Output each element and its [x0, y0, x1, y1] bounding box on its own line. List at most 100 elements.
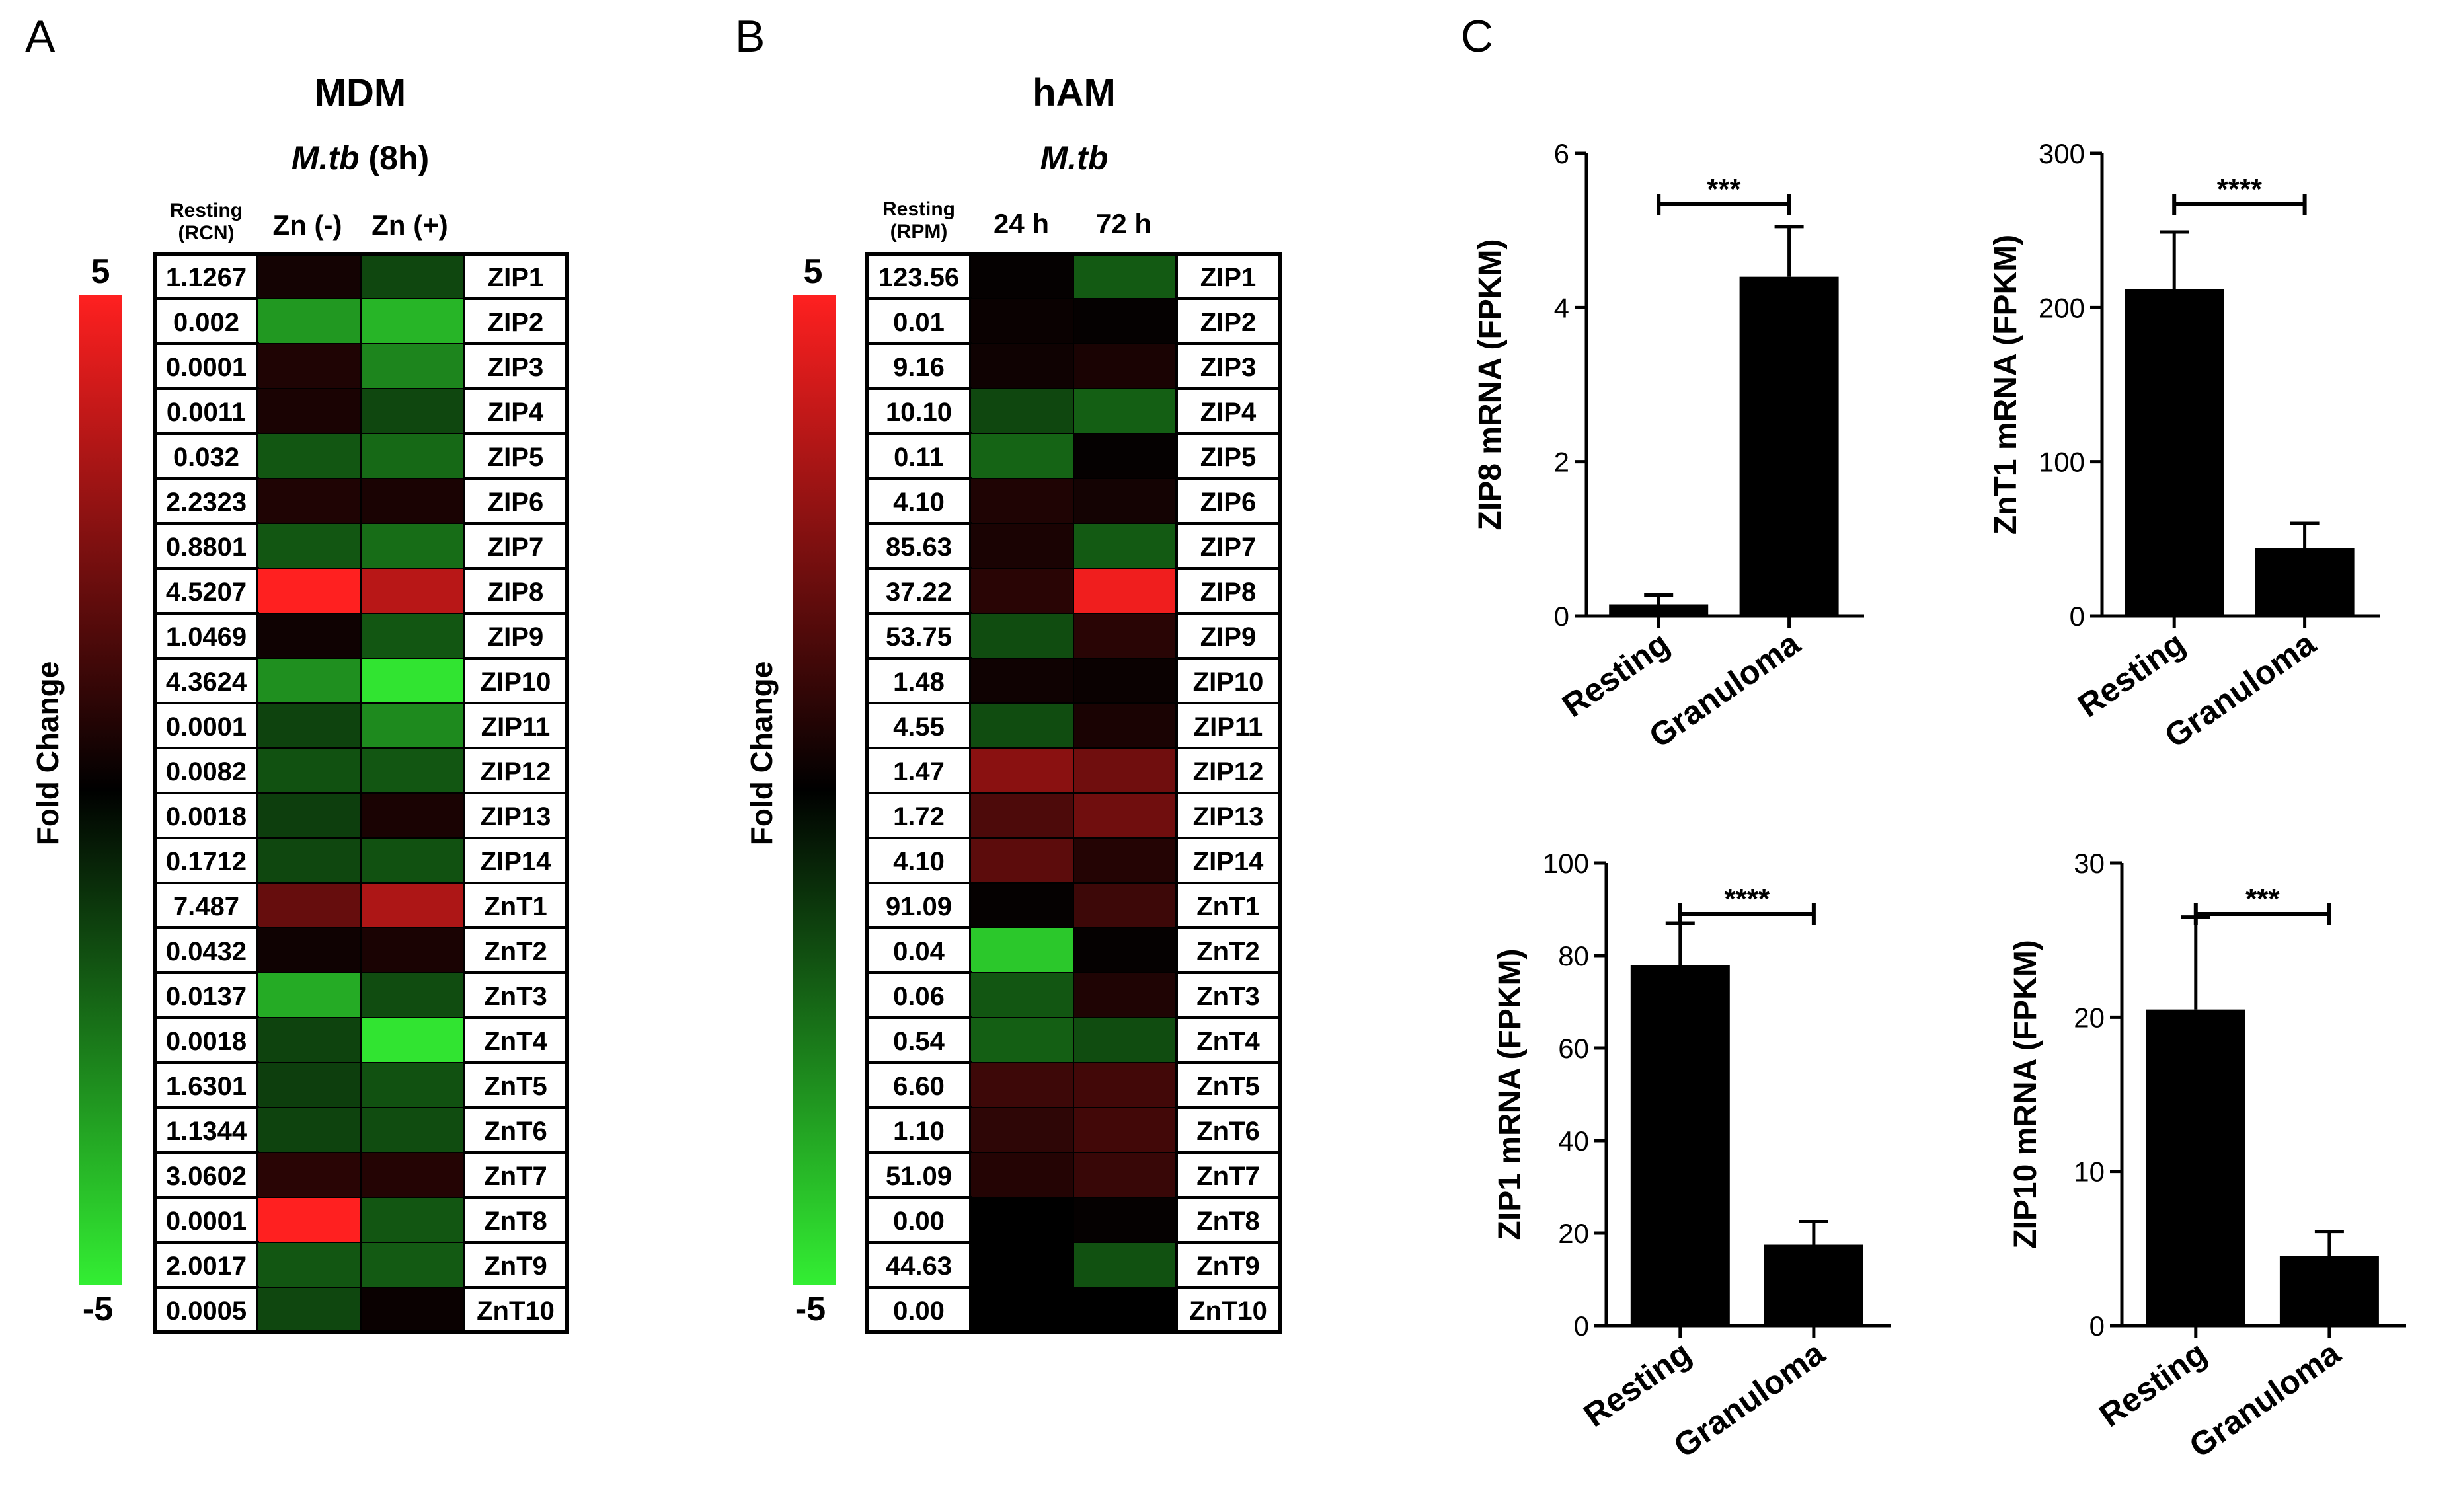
mdm-title: MDM — [315, 71, 407, 114]
mdm-gene-label-znt5: ZnT5 — [484, 1072, 547, 1101]
mdm-cell-znt4-2 — [360, 1017, 465, 1063]
ham-title: hAM — [1033, 71, 1116, 114]
mdm-resting-value-znt4: 0.0018 — [166, 1027, 247, 1056]
mdm-cell-zip2-2 — [360, 298, 465, 344]
ham-resting-cell-zip9 — [866, 612, 972, 660]
mdm-gene-label-znt7: ZnT7 — [484, 1162, 547, 1191]
ham-gene-cell-znt3 — [1175, 971, 1281, 1019]
ham-cell-zip13-2 — [1073, 792, 1177, 839]
mdm-subtitle-italic: M.tb — [292, 139, 360, 176]
mdm-cell-zip7-1 — [257, 523, 362, 569]
ham-cell-znt5-2 — [1073, 1062, 1177, 1108]
mdm-cell-zip9-2 — [360, 613, 465, 659]
mdm-gene-label-zip1: ZIP1 — [488, 263, 543, 292]
mdm-gene-label-zip4: ZIP4 — [488, 398, 544, 427]
zip1-xtick-label-resting: Resting — [1577, 1334, 1697, 1434]
zip10-y-axis-label: ZIP10 mRNA (FPKM) — [2008, 940, 2043, 1249]
mdm-resting-value-zip13: 0.0018 — [166, 802, 247, 831]
ham-cell-zip10-1 — [970, 658, 1074, 704]
mdm-resting-value-zip10: 4.3624 — [166, 667, 247, 697]
zip8-bar-granuloma — [1739, 276, 1839, 617]
ham-gene-label-znt7: ZnT7 — [1196, 1162, 1260, 1191]
ham-gene-label-znt6: ZnT6 — [1196, 1117, 1260, 1146]
mdm-resting-value-zip9: 1.0469 — [166, 623, 247, 652]
ham-cell-zip11-2 — [1073, 702, 1177, 749]
ham-cell-zip4-1 — [970, 388, 1074, 434]
mdm-gene-cell-zip3 — [463, 342, 568, 390]
zip8-ytick-label-2: 2 — [1554, 447, 1569, 478]
ham-col-header-1: 24 h — [994, 208, 1049, 239]
ham-cell-zip8-1 — [970, 568, 1074, 614]
ham-gene-label-znt9: ZnT9 — [1196, 1252, 1260, 1281]
mdm-subtitle: M.tb (8h) — [292, 139, 429, 176]
mdm-cell-znt10-1 — [257, 1287, 362, 1333]
mdm-cell-zip6-1 — [257, 478, 362, 524]
mdm-cell-znt6-2 — [360, 1107, 465, 1153]
ham-resting-cell-zip13 — [866, 792, 972, 839]
zip1-xtick-label-granuloma: Granuloma — [1667, 1334, 1832, 1464]
ham-resting-header-2: (RPM) — [890, 221, 948, 243]
zip8-ytick-label-4: 4 — [1554, 292, 1569, 323]
mdm-cell-znt1-1 — [257, 882, 362, 928]
ham-cell-zip2-1 — [970, 298, 1074, 344]
zip10-ytick-label-10: 10 — [2074, 1156, 2105, 1188]
ham-cell-zip7-2 — [1073, 523, 1177, 569]
mdm-cell-znt2-2 — [360, 927, 465, 973]
ham-cell-znt7-1 — [970, 1152, 1074, 1198]
ham-cell-zip10-2 — [1073, 658, 1177, 704]
znt1-xtick-label-resting: Resting — [2071, 624, 2191, 724]
mdm-gene-label-znt10: ZnT10 — [477, 1297, 555, 1326]
mdm-resting-value-znt10: 0.0005 — [166, 1297, 247, 1326]
ham-gene-cell-zip13 — [1175, 792, 1281, 839]
ham-gene-label-zip12: ZIP12 — [1193, 757, 1264, 786]
mdm-cell-zip7-2 — [360, 523, 465, 569]
ham-cell-znt2-1 — [970, 927, 1074, 973]
mdm-cell-zip11-1 — [257, 702, 362, 749]
ham-cell-znt10-1 — [970, 1287, 1074, 1333]
mdm-cell-zip13-1 — [257, 792, 362, 839]
ham-gene-label-zip5: ZIP5 — [1200, 443, 1256, 472]
ham-cell-zip9-2 — [1073, 613, 1177, 659]
ham-cell-zip12-1 — [970, 747, 1074, 794]
znt1-ytick-label-300: 300 — [2039, 138, 2085, 169]
mdm-cell-zip13-2 — [360, 792, 465, 839]
znt1-ytick-label-200: 200 — [2039, 292, 2085, 323]
zip10-ytick-label-0: 0 — [2089, 1310, 2105, 1342]
zip10-ytick-label-20: 20 — [2074, 1002, 2105, 1033]
mdm-gene-label-zip6: ZIP6 — [488, 488, 543, 517]
mdm-cell-znt7-1 — [257, 1152, 362, 1198]
mdm-cell-znt9-2 — [360, 1242, 465, 1288]
ham-resting-value-zip1: 123.56 — [878, 263, 959, 292]
ham-gene-label-zip10: ZIP10 — [1193, 667, 1264, 697]
mdm-resting-value-zip12: 0.0082 — [166, 757, 247, 786]
mdm-cell-zip5-2 — [360, 433, 465, 479]
zip1-ytick-label-0: 0 — [1574, 1310, 1589, 1342]
mdm-resting-cell-znt9 — [153, 1241, 259, 1289]
mdm-cell-zip1-2 — [360, 253, 465, 299]
mdm-resting-value-znt1: 7.487 — [173, 892, 239, 921]
ham-gene-label-znt8: ZnT8 — [1196, 1207, 1260, 1236]
ham-cell-znt8-1 — [970, 1197, 1074, 1243]
mdm-gene-cell-zip7 — [463, 522, 568, 570]
ham-resting-value-znt9: 44.63 — [886, 1252, 952, 1281]
ham-cell-zip12-2 — [1073, 747, 1177, 794]
zip1-ytick-label-80: 80 — [1558, 940, 1589, 971]
zip8-significance-label: *** — [1707, 173, 1741, 206]
zip1-bar-granuloma — [1764, 1244, 1863, 1326]
ham-resting-value-zip9: 53.75 — [886, 623, 952, 652]
mdm-cell-zip14-2 — [360, 837, 465, 884]
ham-resting-value-zip14: 4.10 — [893, 847, 945, 876]
mdm-gene-label-zip8: ZIP8 — [488, 578, 543, 607]
mdm-gene-cell-zip8 — [463, 567, 568, 615]
ham-resting-value-zip4: 10.10 — [886, 398, 952, 427]
ham-col-header-2: 72 h — [1096, 208, 1151, 239]
mdm-cell-zip9-1 — [257, 613, 362, 659]
ham-gene-cell-znt10 — [1175, 1286, 1281, 1334]
ham-resting-value-zip2: 0.01 — [893, 308, 945, 337]
znt1-y-axis-label: ZnT1 mRNA (FPKM) — [1988, 235, 2023, 535]
mdm-resting-cell-znt2 — [153, 926, 259, 974]
ham-resting-cell-zip5 — [866, 432, 972, 480]
mdm-resting-value-zip4: 0.0011 — [167, 398, 246, 427]
ham-resting-value-zip6: 4.10 — [893, 488, 945, 517]
